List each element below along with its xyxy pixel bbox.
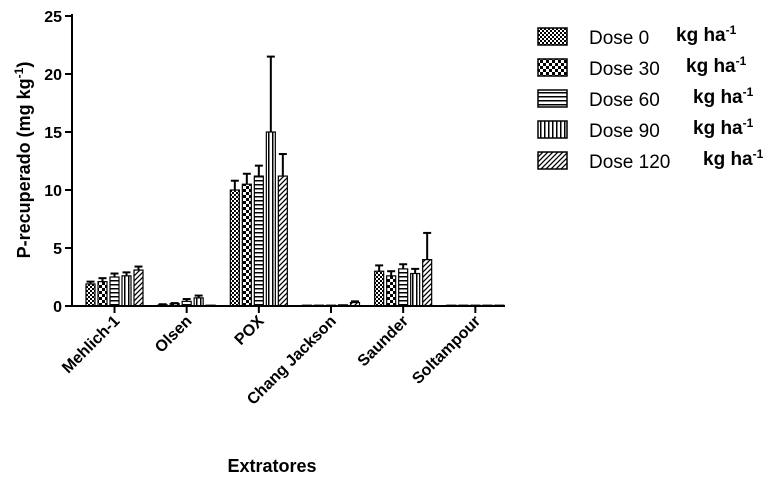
legend-unit-sup: -1 [743, 116, 754, 130]
bar [97, 281, 108, 307]
y-axis-title-sup: -1 [12, 67, 26, 78]
legend-swatch [537, 89, 568, 108]
legend-unit-sup: -1 [743, 85, 754, 99]
legend-unit-text: kg ha [686, 56, 736, 77]
legend-unit-text: kg ha [693, 118, 743, 139]
legend-swatch [537, 58, 568, 77]
bar [410, 272, 421, 307]
bar [422, 259, 433, 307]
x-axis-title: Extratores [227, 456, 316, 476]
legend-unit: kg ha-1 [693, 85, 754, 108]
bar [241, 183, 252, 307]
legend-label: Dose 120 [589, 152, 670, 173]
legend-unit: kg ha-1 [676, 23, 737, 46]
y-tick-label: 10 [44, 183, 62, 200]
legend-label: Dose 60 [589, 90, 660, 111]
bar [193, 297, 204, 307]
bar [229, 189, 240, 307]
legend-unit-text: kg ha [676, 25, 726, 46]
y-tick-label: 15 [44, 125, 62, 142]
x-tick-label: POX [232, 313, 268, 349]
legend-unit-sup: -1 [753, 147, 764, 161]
legend-unit-text: kg ha [693, 87, 743, 108]
y-axis-title: P-recuperado (mg kg-1) [12, 62, 34, 259]
bar [398, 268, 409, 307]
x-tick-label: Soltampour [409, 313, 484, 388]
bar [121, 275, 132, 307]
x-tick-label: Saunder [355, 313, 412, 370]
bar [374, 270, 385, 307]
legend-swatch [537, 151, 568, 170]
legend-unit-sup: -1 [736, 54, 747, 68]
legend-swatch [537, 27, 568, 46]
y-tick-label: 20 [44, 67, 62, 84]
bar [386, 275, 397, 307]
x-tick-label: Mehlich-1 [59, 313, 123, 377]
y-tick-label: 5 [53, 241, 62, 258]
legend-label: Dose 90 [589, 121, 660, 142]
bar [253, 175, 264, 307]
legend-unit: kg ha-1 [686, 54, 747, 77]
plot-area [85, 55, 505, 307]
legend-swatch [537, 120, 568, 139]
bar [109, 276, 120, 307]
legend-unit-sup: -1 [726, 23, 737, 37]
legend-unit: kg ha-1 [693, 116, 754, 139]
y-tick-label: 0 [53, 299, 62, 316]
bar [277, 175, 288, 307]
y-tick-label: 25 [44, 9, 62, 26]
y-axis: 0 5 10 15 20 25 [44, 9, 73, 316]
legend-unit: kg ha-1 [703, 147, 764, 170]
legend-unit-text: kg ha [703, 149, 753, 170]
x-tick-label: Olsen [152, 313, 195, 356]
bar [133, 269, 144, 307]
legend-label: Dose 30 [589, 59, 660, 80]
bar [85, 283, 96, 307]
bar [265, 131, 276, 307]
legend-label: Dose 0 [589, 28, 649, 49]
